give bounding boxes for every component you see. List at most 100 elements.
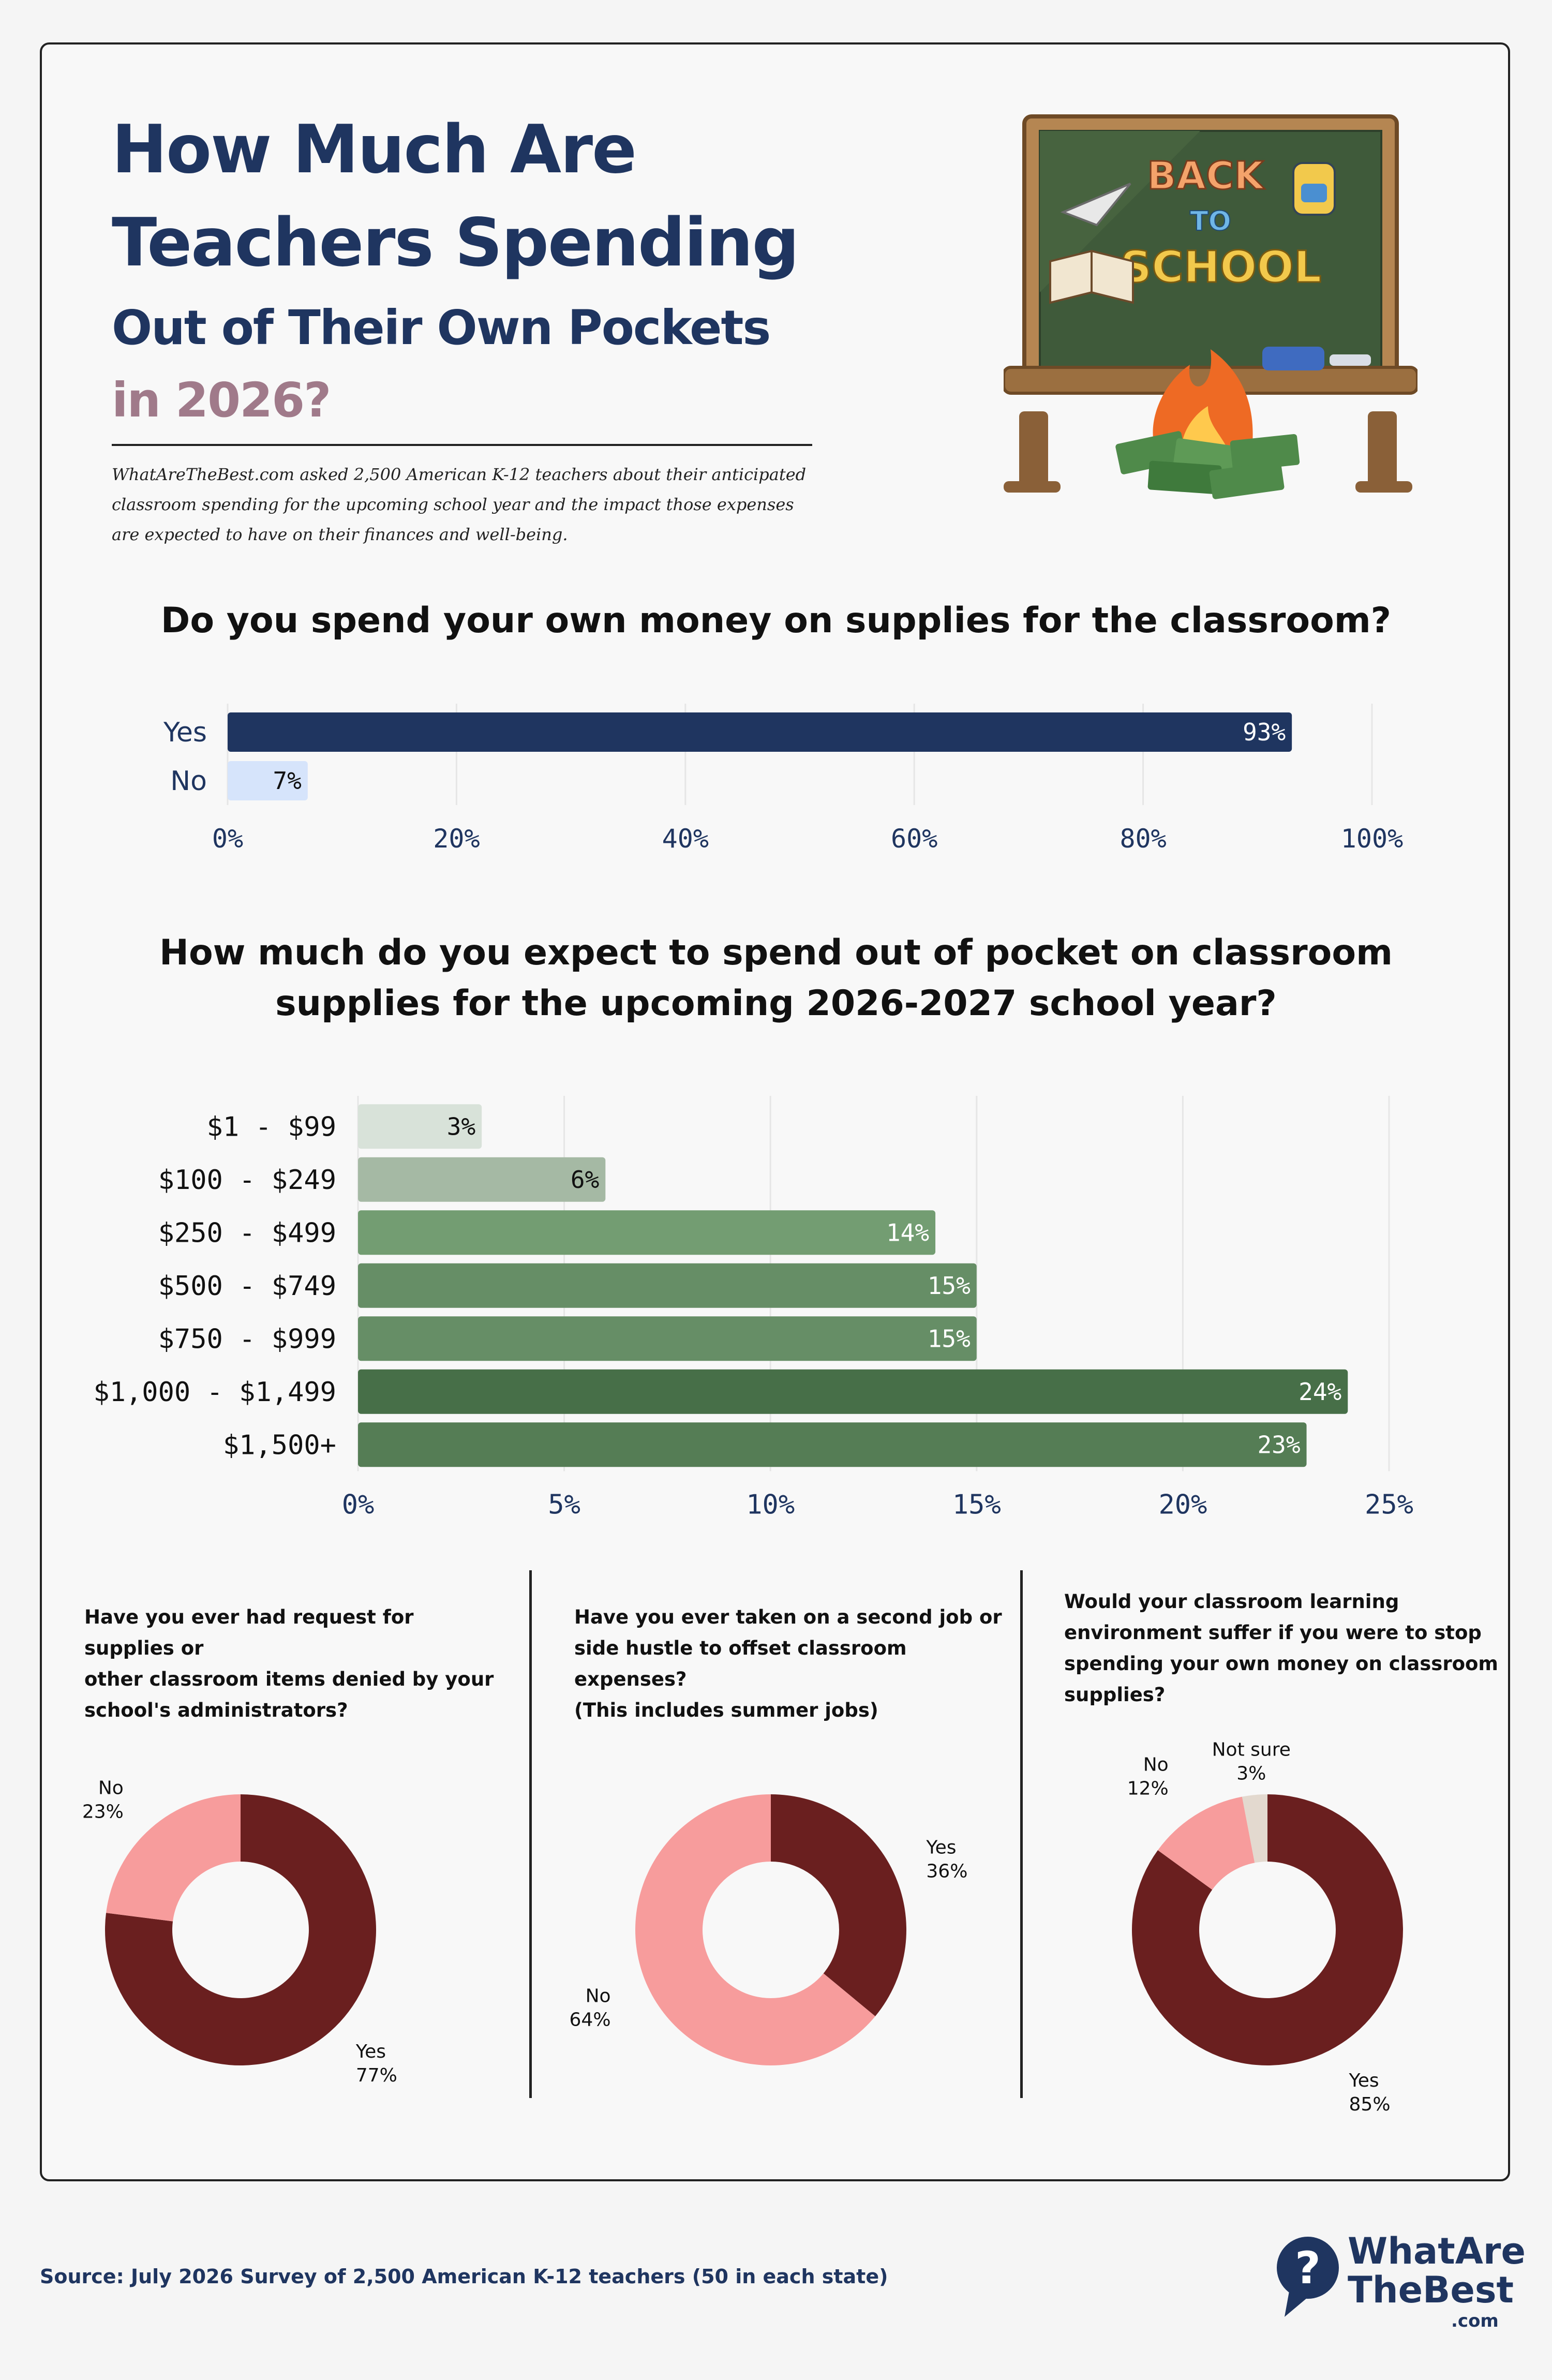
donut1-slice-label: No	[98, 1777, 124, 1798]
chart2-x-tick-label: 25%	[1365, 1490, 1413, 1521]
paper-plane-icon	[1060, 183, 1131, 227]
donut2-slice-value: 64%	[570, 2010, 611, 2031]
donut2-slice-value: 36%	[926, 1861, 967, 1882]
svg-text:?: ?	[1295, 2242, 1321, 2294]
chart2-bar	[358, 1104, 482, 1149]
back-to-school-lettering: BACK TO SCHOOL	[1120, 153, 1322, 293]
chart2-category-label: $1,500+	[223, 1430, 336, 1461]
brand-line-1: WhatAre	[1348, 2230, 1526, 2272]
chart2-value-label: 24%	[1299, 1378, 1341, 1406]
chart2-value-label: 14%	[886, 1218, 929, 1246]
donut1-slice	[105, 1794, 376, 2065]
chart2-x-tick-label: 5%	[548, 1490, 580, 1521]
source-note: Source: July 2026 Survey of 2,500 Americ…	[40, 2265, 888, 2288]
donut1-chart: Yes 77% No 23%	[82, 1777, 397, 2086]
chart2-bar	[358, 1263, 977, 1308]
donut3-slice-value: 12%	[1127, 1778, 1169, 1799]
chart1-category-label: Yes	[163, 717, 207, 748]
chart2-bar	[358, 1316, 977, 1361]
chart2-bar	[358, 1157, 606, 1202]
chart2-category-label: $1 - $99	[207, 1111, 336, 1142]
chalkboard-illustration: BACK TO SCHOOL	[1004, 114, 1417, 499]
donut3-question-line-4: supplies?	[1064, 1684, 1166, 1706]
donut3-slice	[1132, 1794, 1403, 2065]
donut1-question-line-2: other classroom items denied by your	[84, 1668, 494, 1690]
donut1-slice-label: Yes	[355, 2041, 386, 2062]
school-word: SCHOOL	[1121, 242, 1322, 292]
donut2-question-line-2: side hustle to offset classroom expenses…	[574, 1637, 907, 1690]
donut2-slice-label: Yes	[926, 1837, 956, 1858]
to-word: TO	[1190, 206, 1231, 237]
chart1-x-tick-label: 80%	[1120, 824, 1166, 854]
chart2-title-line-1: How much do you expect to spend out of p…	[159, 932, 1393, 973]
chart2-value-label: 3%	[447, 1112, 475, 1140]
donut1-slice	[106, 1794, 241, 1922]
chart1-x-tick-label: 40%	[662, 824, 709, 854]
donut2-slice	[635, 1794, 875, 2065]
backpack-icon	[1292, 162, 1336, 216]
intro-line-2: classroom spending for the upcoming scho…	[112, 495, 794, 514]
donut3-slice-label: No	[1143, 1754, 1169, 1776]
donut3-question-line-3: spending your own money on classroom	[1064, 1653, 1498, 1675]
intro-text: WhatAreTheBest.com asked 2,500 American …	[112, 459, 826, 549]
donut3-slice	[1242, 1794, 1267, 1863]
chart2-x-tick-label: 10%	[746, 1490, 795, 1521]
donut2-slice	[771, 1794, 906, 2017]
title-line-4: in 2026?	[112, 373, 331, 428]
donut3-slice-label: Yes	[1349, 2070, 1379, 2091]
title-divider	[112, 444, 812, 446]
chart1-x-tick-label: 0%	[212, 824, 243, 854]
donut3-question-line-1: Would your classroom learning	[1064, 1590, 1399, 1613]
chart2-category-label: $100 - $249	[158, 1165, 336, 1196]
donut1-slice-value: 77%	[356, 2065, 397, 2086]
title-line-3: Out of Their Own Pockets	[112, 300, 771, 355]
chart2-bar-chart: 0% 5% 10% 15% 20% 25% $1 - $99 3% $100 - $249 6% $…	[93, 1096, 1413, 1521]
intro-line-1: WhatAreTheBest.com asked 2,500 American …	[112, 465, 807, 484]
donut3-slice-value: 3%	[1236, 1763, 1266, 1784]
chart2-x-tick-label: 0%	[342, 1490, 375, 1521]
chart1-category-label: No	[170, 766, 207, 797]
brand-line-2: TheBest	[1348, 2269, 1514, 2311]
book-icon	[1049, 249, 1134, 304]
title-line-1: How Much Are	[112, 111, 637, 188]
donut1-question: Have you ever had request for supplies o…	[84, 1602, 509, 1726]
column-divider-2	[1020, 1570, 1023, 2098]
chart2-x-tick-label: 15%	[952, 1490, 1001, 1521]
chart1-bar-chart: 0% 20% 40% 60% 80% 100% Yes 93% No 7%	[163, 704, 1403, 854]
chart2-category-label: $750 - $999	[158, 1323, 336, 1355]
chart2-bar	[358, 1369, 1348, 1414]
donut2-question: Have you ever taken on a second job or s…	[574, 1602, 1009, 1726]
title-line-2: Teachers Spending	[112, 204, 799, 281]
chart1-bar	[228, 712, 1292, 752]
donut2-chart: Yes 36% No 64%	[570, 1794, 967, 2065]
donut3-slice	[1158, 1796, 1255, 1890]
chart2-title-line-2: supplies for the upcoming 2026-2027 scho…	[275, 983, 1277, 1024]
chart2-value-label: 23%	[1257, 1431, 1300, 1459]
money-pile-icon	[1115, 431, 1300, 499]
brand-suffix: .com	[1451, 2311, 1499, 2331]
donut2-question-line-3: (This includes summer jobs)	[574, 1699, 878, 1721]
donut3-question: Would your classroom learning environmen…	[1064, 1586, 1499, 1710]
donut3-question-line-2: environment suffer if you were to stop	[1064, 1622, 1482, 1644]
chart2-category-label: $250 - $499	[158, 1217, 336, 1248]
chart1-value-label: 7%	[273, 767, 301, 795]
donut3-slice-label: Not sure	[1212, 1739, 1291, 1760]
chart2-category-label: $1,000 - $1,499	[93, 1377, 336, 1408]
column-divider-1	[529, 1570, 532, 2098]
donut1-slice-value: 23%	[82, 1801, 124, 1822]
donut1-question-line-1: Have you ever had request for supplies o…	[84, 1606, 414, 1659]
chart1-bar	[228, 761, 308, 800]
back-word: BACK	[1147, 154, 1265, 198]
chart1-x-tick-label: 20%	[433, 824, 480, 854]
donut2-slice-label: No	[586, 1986, 611, 2007]
chart2-value-label: 6%	[571, 1166, 599, 1194]
chart2-value-label: 15%	[928, 1325, 971, 1352]
chart2-value-label: 15%	[928, 1272, 971, 1300]
donut2-question-line-1: Have you ever taken on a second job or	[574, 1606, 1002, 1628]
chart2-bar	[358, 1422, 1307, 1467]
brand-logo-icon: ?	[1277, 2237, 1339, 2317]
donut3-slice-value: 85%	[1349, 2094, 1391, 2115]
chart2-x-tick-label: 20%	[1158, 1490, 1207, 1521]
chart1-title: Do you spend your own money on supplies …	[160, 600, 1392, 641]
